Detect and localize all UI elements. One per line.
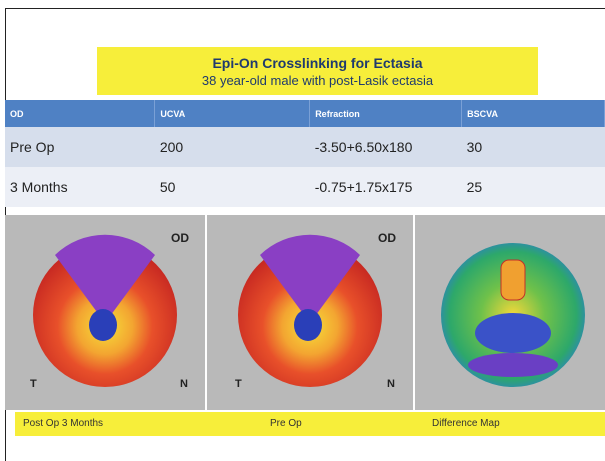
row: Pre Op 200 -3.50+6.50x180 30 [5,127,605,167]
map-center [294,309,322,341]
map-panel [415,215,605,410]
cell: 3 Months [5,167,155,207]
caption: Pre Op [270,418,302,429]
row: 3 Months 50 -0.75+1.75x175 25 [5,167,605,207]
map-region [501,260,525,300]
map-center [89,309,117,341]
title: Epi-On Crosslinking for Ectasia [97,55,538,71]
caption-bar: Post Op 3 Months Pre Op Difference Map [15,412,605,436]
cell: -3.50+6.50x180 [310,127,462,167]
map-region [468,353,558,377]
column-header: OD [5,100,155,127]
column-header: UCVA [155,100,310,127]
title-box: Epi-On Crosslinking for Ectasia 38 year-… [97,47,538,95]
cell: Pre Op [5,127,155,167]
eye-label: OD [378,231,396,245]
caption: Post Op 3 Months [23,418,103,429]
cell: -0.75+1.75x175 [310,167,462,207]
cell: 50 [155,167,310,207]
subtitle: 38 year-old male with post-Lasik ectasia [97,73,538,88]
column-header: Refraction [310,100,462,127]
column-header: BSCVA [462,100,605,127]
cell: 30 [462,127,605,167]
temporal-label: T [235,378,242,390]
nasal-label: N [387,378,395,390]
topography-maps: OD T N OD T N [5,215,605,412]
acuity-table: OD UCVA Refraction BSCVA Pre Op 200 -3.5… [5,100,605,207]
temporal-label: T [30,378,37,390]
cell: 25 [462,167,605,207]
eye-label: OD [171,231,189,245]
map-region [475,313,551,353]
map-panel: OD T N [207,215,413,410]
map-panel: OD T N [5,215,205,410]
slide: Epi-On Crosslinking for Ectasia 38 year-… [0,0,605,461]
nasal-label: N [180,378,188,390]
caption: Difference Map [432,418,500,429]
cell: 200 [155,127,310,167]
header-row: OD UCVA Refraction BSCVA [5,100,605,127]
